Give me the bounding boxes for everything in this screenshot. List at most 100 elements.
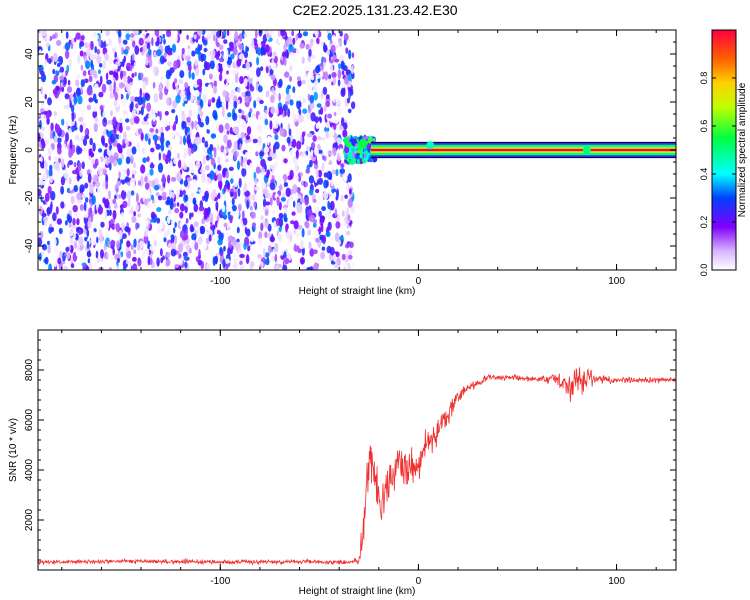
heatmap-cell [95,250,99,259]
heatmap-cell [278,36,283,44]
heatmap-cell [44,93,47,100]
heatmap-cell [75,79,80,87]
heatmap-cell [86,229,90,237]
heatmap-cell [129,117,135,126]
heatmap-cell [165,258,171,267]
heatmap-cell [217,239,223,246]
heatmap-cell [44,256,49,265]
heatmap-cell [191,137,194,143]
heatmap-cell [330,63,334,74]
heatmap-cell [40,70,45,76]
heatmap-cell [308,159,313,168]
heatmap-cell [190,226,195,232]
heatmap-cell [191,50,196,57]
heatmap-cell [223,245,226,252]
heatmap-cell [278,78,283,87]
heatmap-cell [149,128,155,133]
heatmap-cell [145,219,149,227]
heatmap-cell [283,158,288,164]
heatmap-cell [185,201,189,208]
heatmap-cell [315,123,320,129]
heatmap-cell [177,152,180,159]
heatmap-cell [251,122,256,131]
heatmap-cell [125,251,131,259]
heatmap-cell [77,95,83,105]
heatmap-cell [244,210,249,217]
heatmap-cell [291,211,296,216]
heatmap-cell [125,258,129,265]
heatmap-cell [41,30,47,37]
heatmap-cell [245,254,250,265]
heatmap-cell [321,136,326,142]
heatmap-cell [246,126,252,135]
heatmap-cell [133,61,137,68]
heatmap-cell [239,76,244,84]
heatmap-cell [126,62,130,67]
heatmap-cell [112,116,117,127]
heatmap-cell [231,204,237,212]
heatmap-cell [53,135,58,143]
heatmap-cell [168,242,172,249]
heatmap-cell [195,67,200,77]
heatmap-cell [306,113,310,121]
heatmap-cell [115,222,120,233]
heatmap-cell [327,200,330,210]
heatmap-cell [243,157,248,163]
heatmap-cell [255,151,259,157]
heatmap-cell [201,136,205,144]
heatmap-cell [160,248,163,257]
heatmap-cell [150,147,155,153]
heatmap-cell [302,265,306,270]
heatmap-cell [41,139,46,147]
heatmap-cell [236,208,240,218]
heatmap-cell [264,105,267,111]
heatmap-cell [179,203,185,212]
heatmap-cell [283,212,287,222]
heatmap-cell [90,40,94,51]
heatmap-cell [122,149,126,156]
heatmap-cell [238,108,242,114]
heatmap-cell [118,148,123,154]
heatmap-cell [230,191,234,198]
heatmap-cell [222,89,227,98]
heatmap-cell [104,210,108,220]
heatmap-cell [215,89,219,100]
heatmap-cell [130,190,135,196]
heatmap-cell [309,124,313,129]
heatmap-cell [227,92,233,99]
heatmap-cell [160,135,165,145]
heatmap-cell [341,244,346,251]
heatmap-cell [291,111,296,121]
heatmap-cell [292,86,296,94]
heatmap-cell [100,249,104,259]
heatmap-cell [267,244,272,254]
heatmap-cell [86,86,93,96]
heatmap-cell [337,79,341,87]
heatmap-cell [92,118,96,125]
heatmap-cell [137,213,142,218]
heatmap-cell [171,30,176,35]
heatmap-cell [44,139,50,145]
heatmap-cell [108,57,113,65]
line-axes: -100 0 100 2000 4000 6000 8000 [24,329,676,587]
heatmap-cell [159,220,164,230]
heatmap-cell [126,75,131,84]
heatmap-cell [351,52,355,59]
heatmap-cell [260,222,264,232]
heatmap-cell [162,33,166,39]
heatmap-cell [144,133,149,142]
heatmap-cell [112,47,116,54]
heatmap-cell [241,120,247,130]
heatmap-cell [310,112,316,122]
heatmap-cell [106,110,109,115]
heatmap-cell [103,117,107,123]
heatmap-cell [209,60,215,70]
heatmap-cell [257,85,263,93]
heatmap-cell [63,265,68,270]
heatmap-cell [149,168,154,176]
heatmap-cell [305,221,310,229]
heatmap-cell [269,137,273,142]
heatmap-cell [186,177,193,182]
heatmap-cell [301,79,306,85]
heatmap-cell [333,111,337,117]
